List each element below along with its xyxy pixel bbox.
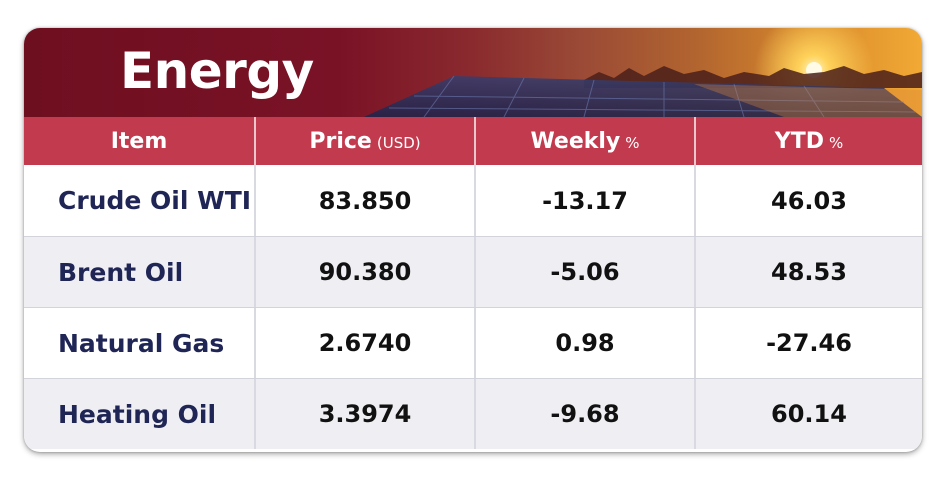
weekly-value: -9.68 bbox=[476, 379, 696, 449]
ytd-value: 48.53 bbox=[771, 258, 847, 286]
table-row: Crude Oil WTI 83.850 -13.17 46.03 bbox=[24, 165, 922, 236]
item-name: Heating Oil bbox=[24, 379, 256, 449]
table-header: Item Price (USD) Weekly % YTD % bbox=[24, 117, 922, 165]
item-name: Natural Gas bbox=[24, 308, 256, 378]
weekly-value: 0.98 bbox=[476, 308, 696, 378]
price-value: 90.380 bbox=[256, 237, 476, 307]
solar-sunset-image bbox=[24, 28, 922, 117]
table-body: Crude Oil WTI 83.850 -13.17 46.03 Brent … bbox=[24, 165, 922, 449]
price-value: 3.3974 bbox=[256, 379, 476, 449]
header-ytd: YTD % bbox=[696, 117, 922, 165]
energy-card: Energy Item Price (USD) Weekly % YTD % C… bbox=[24, 28, 922, 452]
item-name: Crude Oil WTI bbox=[24, 165, 256, 236]
table-row: Heating Oil 3.3974 -9.68 60.14 bbox=[24, 378, 922, 449]
table-row: Natural Gas 2.6740 0.98 -27.46 bbox=[24, 307, 922, 378]
header-label: Item bbox=[110, 128, 168, 154]
ytd-value: 60.14 bbox=[771, 400, 847, 428]
weekly-value: -13.17 bbox=[476, 165, 696, 236]
item-name: Brent Oil bbox=[24, 237, 256, 307]
header-weekly: Weekly % bbox=[476, 117, 696, 165]
header-unit: % bbox=[828, 134, 844, 152]
banner: Energy bbox=[24, 28, 922, 117]
header-unit: (USD) bbox=[376, 134, 421, 152]
table-row: Brent Oil 90.380 -5.06 48.53 bbox=[24, 236, 922, 307]
ytd-value: -27.46 bbox=[766, 329, 852, 357]
header-label: Weekly bbox=[530, 128, 621, 154]
weekly-value: -5.06 bbox=[476, 237, 696, 307]
page-title: Energy bbox=[120, 42, 314, 100]
price-value: 2.6740 bbox=[256, 308, 476, 378]
header-label: Price bbox=[309, 128, 372, 154]
ytd-value: 46.03 bbox=[771, 186, 847, 215]
header-price: Price (USD) bbox=[256, 117, 476, 165]
header-unit: % bbox=[625, 134, 640, 152]
header-label: YTD bbox=[774, 128, 824, 154]
header-item: Item bbox=[24, 117, 256, 165]
price-value: 83.850 bbox=[256, 165, 476, 236]
